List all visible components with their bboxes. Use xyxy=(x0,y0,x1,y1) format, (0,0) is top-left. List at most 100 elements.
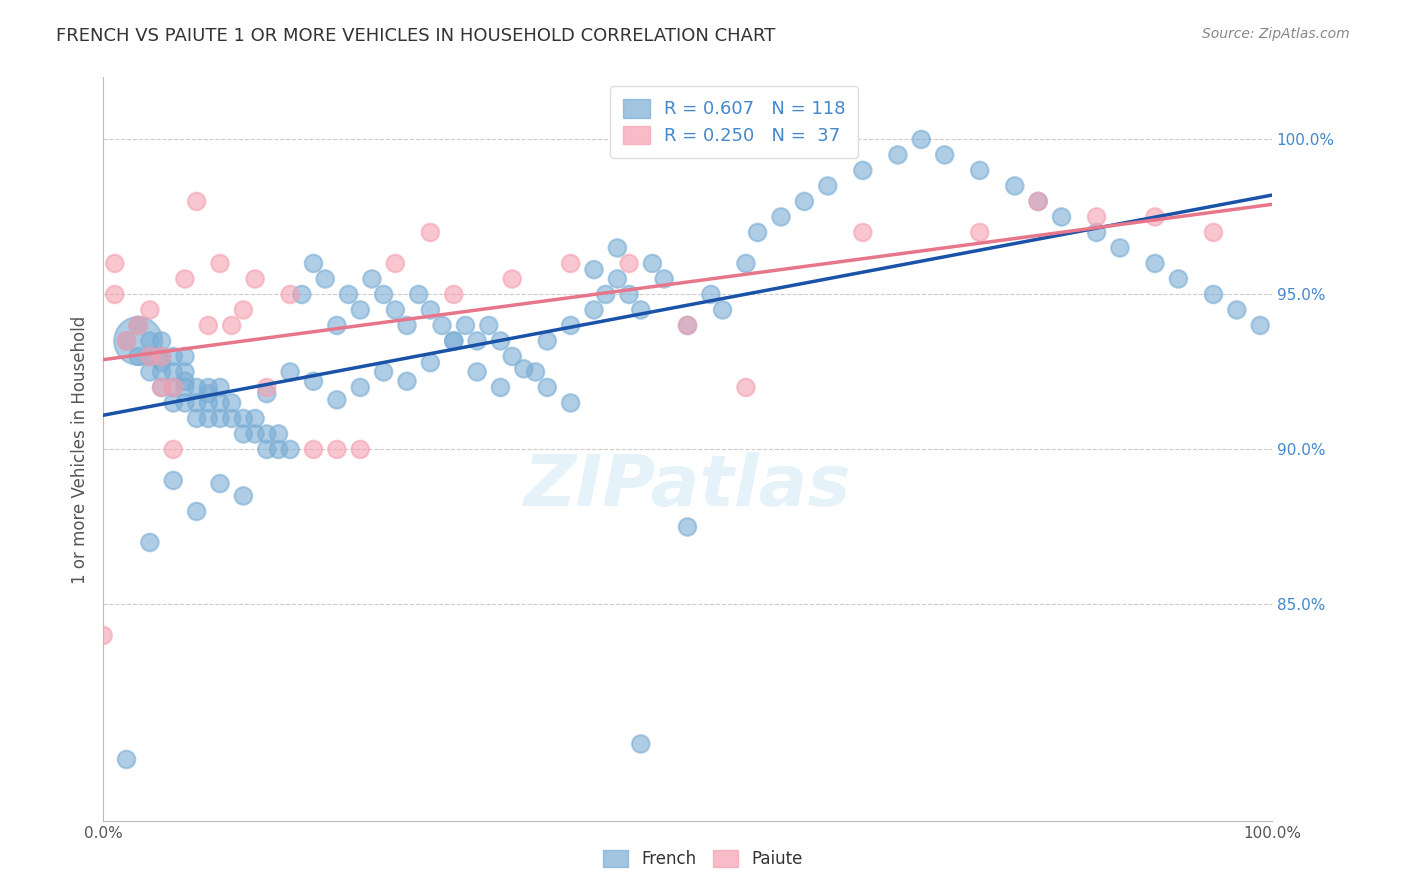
Point xyxy=(419,356,441,370)
Point xyxy=(652,272,675,286)
Point xyxy=(221,318,243,333)
Point xyxy=(630,302,652,317)
Point xyxy=(1085,226,1108,240)
Point xyxy=(302,256,325,270)
Point xyxy=(1004,178,1026,193)
Point xyxy=(582,302,605,317)
Point xyxy=(1249,318,1271,333)
Point xyxy=(465,334,488,348)
Point xyxy=(887,148,910,162)
Point xyxy=(606,272,628,286)
Point xyxy=(127,334,149,348)
Point xyxy=(314,272,336,286)
Point xyxy=(197,396,219,410)
Point xyxy=(162,442,184,457)
Point xyxy=(208,396,231,410)
Point xyxy=(489,380,512,394)
Point xyxy=(617,256,640,270)
Point xyxy=(139,350,162,364)
Point xyxy=(606,241,628,255)
Point xyxy=(208,411,231,425)
Point xyxy=(501,272,523,286)
Point xyxy=(735,380,758,394)
Point xyxy=(349,442,371,457)
Point xyxy=(174,374,197,388)
Point xyxy=(969,163,991,178)
Point xyxy=(560,256,582,270)
Point xyxy=(443,334,465,348)
Point xyxy=(186,411,208,425)
Point xyxy=(969,226,991,240)
Point xyxy=(817,178,839,193)
Point xyxy=(1167,272,1189,286)
Point xyxy=(501,350,523,364)
Y-axis label: 1 or more Vehicles in Household: 1 or more Vehicles in Household xyxy=(72,316,89,583)
Point xyxy=(115,752,138,766)
Point xyxy=(150,365,173,379)
Point xyxy=(232,302,254,317)
Point xyxy=(267,442,290,457)
Point xyxy=(711,302,734,317)
Point xyxy=(127,318,149,333)
Point xyxy=(278,442,301,457)
Point xyxy=(395,374,418,388)
Point xyxy=(256,380,278,394)
Point xyxy=(560,396,582,410)
Text: Source: ZipAtlas.com: Source: ZipAtlas.com xyxy=(1202,27,1350,41)
Point xyxy=(256,426,278,441)
Point xyxy=(278,365,301,379)
Point xyxy=(162,474,184,488)
Point xyxy=(326,442,349,457)
Text: ZIPatlas: ZIPatlas xyxy=(524,452,851,521)
Point xyxy=(769,210,792,224)
Point xyxy=(617,287,640,301)
Point xyxy=(560,318,582,333)
Point xyxy=(197,380,219,394)
Point xyxy=(513,362,536,376)
Point xyxy=(326,392,349,407)
Point xyxy=(197,386,219,401)
Point xyxy=(221,396,243,410)
Point xyxy=(139,302,162,317)
Point xyxy=(174,380,197,394)
Point xyxy=(934,148,956,162)
Point xyxy=(384,256,406,270)
Point xyxy=(465,365,488,379)
Point xyxy=(115,334,138,348)
Point xyxy=(174,365,197,379)
Point xyxy=(139,365,162,379)
Point xyxy=(162,350,184,364)
Point xyxy=(384,302,406,317)
Point xyxy=(676,318,699,333)
Point xyxy=(162,380,184,394)
Point xyxy=(232,426,254,441)
Point xyxy=(676,318,699,333)
Point xyxy=(150,350,173,364)
Point xyxy=(104,256,127,270)
Point xyxy=(1202,226,1225,240)
Point xyxy=(162,396,184,410)
Point xyxy=(150,350,173,364)
Point xyxy=(793,194,815,209)
Point xyxy=(174,272,197,286)
Point xyxy=(337,287,360,301)
Point xyxy=(139,535,162,549)
Point xyxy=(291,287,314,301)
Legend: R = 0.607   N = 118, R = 0.250   N =  37: R = 0.607 N = 118, R = 0.250 N = 37 xyxy=(610,87,859,158)
Point xyxy=(852,163,875,178)
Point xyxy=(162,380,184,394)
Point xyxy=(91,628,114,642)
Point xyxy=(243,426,266,441)
Point xyxy=(478,318,501,333)
Point xyxy=(243,411,266,425)
Point xyxy=(208,476,231,491)
Point xyxy=(419,302,441,317)
Point xyxy=(536,334,558,348)
Point xyxy=(910,132,932,146)
Point xyxy=(302,442,325,457)
Point xyxy=(127,318,149,333)
Text: FRENCH VS PAIUTE 1 OR MORE VEHICLES IN HOUSEHOLD CORRELATION CHART: FRENCH VS PAIUTE 1 OR MORE VEHICLES IN H… xyxy=(56,27,776,45)
Point xyxy=(747,226,769,240)
Point xyxy=(197,318,219,333)
Point xyxy=(1050,210,1073,224)
